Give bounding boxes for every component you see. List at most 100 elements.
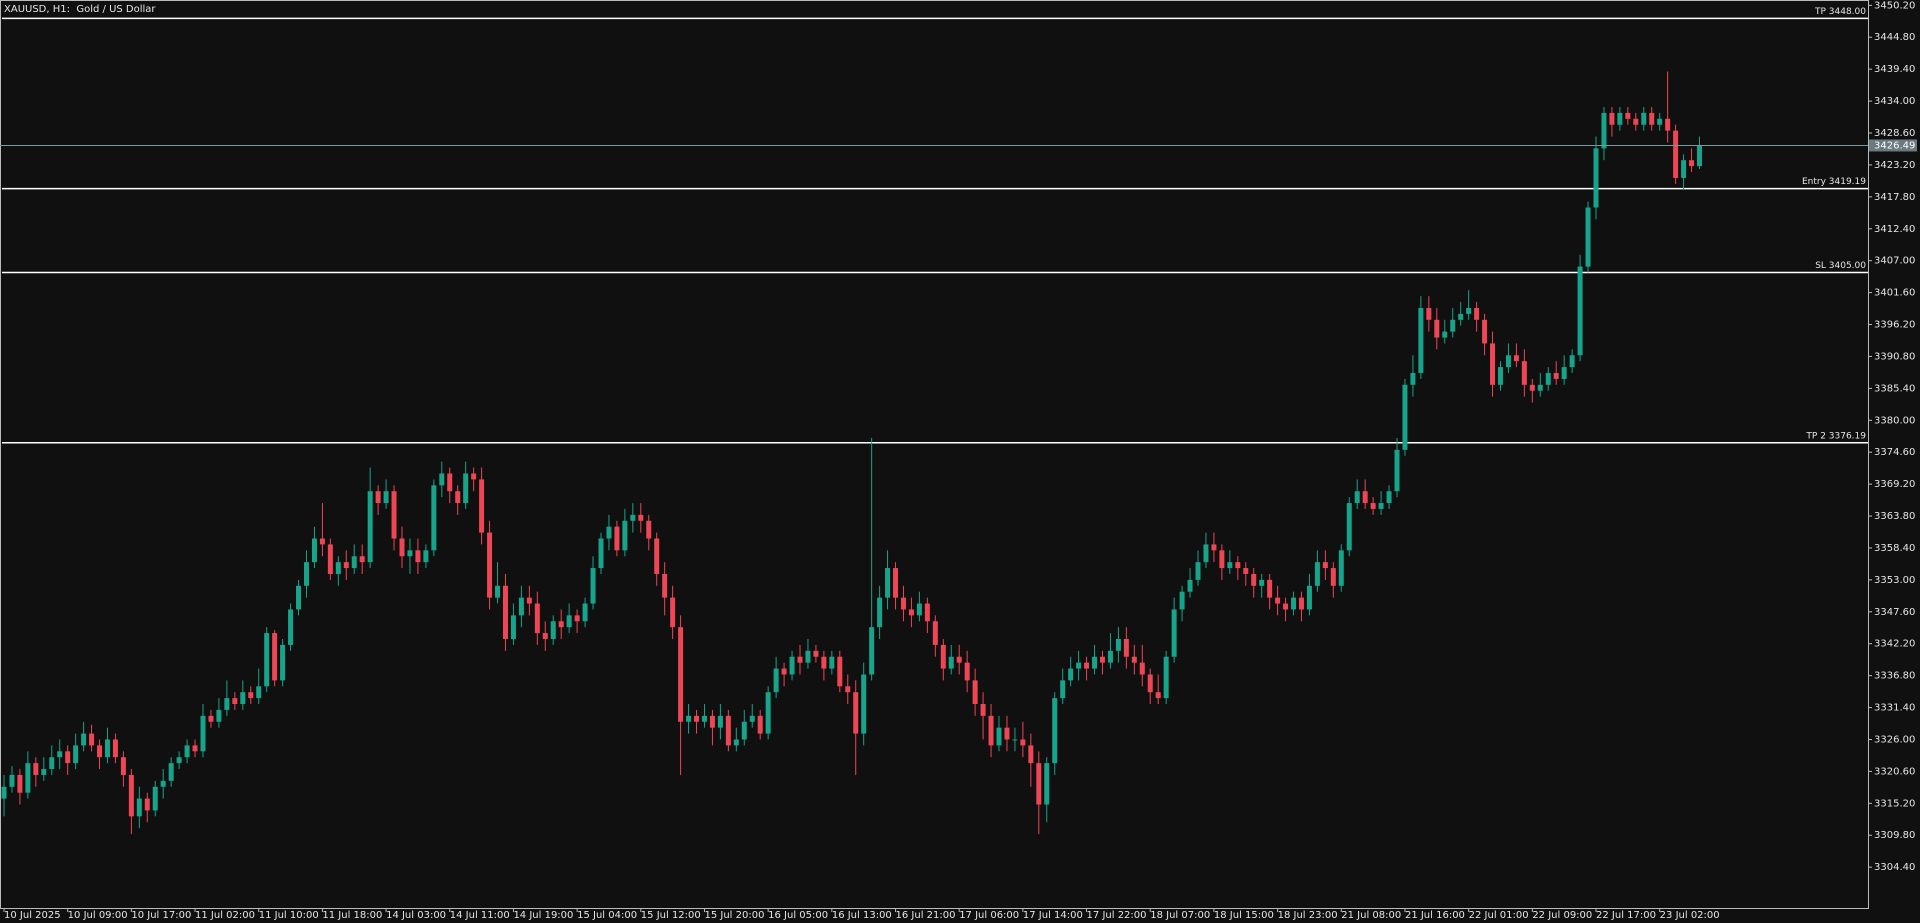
candle-body: [1577, 266, 1583, 356]
level-label: TP 3448.00: [1814, 7, 1866, 17]
x-tick-label: 22 Jul 09:00: [1532, 910, 1592, 921]
candle-body: [701, 715, 707, 722]
candle-body: [1529, 384, 1535, 391]
candle-body: [1131, 656, 1137, 663]
y-tick-label: 3320.60: [1874, 766, 1915, 777]
candle-body: [1012, 739, 1018, 741]
candle-body: [1227, 562, 1233, 569]
candle-body: [813, 650, 819, 657]
candle-body: [1585, 207, 1591, 267]
candle-body: [383, 491, 389, 504]
candle-body: [415, 550, 421, 563]
candle-body: [248, 692, 254, 699]
candle-body: [638, 514, 644, 521]
x-tick-label: 10 Jul 09:00: [68, 910, 128, 921]
candle-body: [606, 526, 612, 539]
candle-body: [996, 727, 1002, 746]
candle-body: [1681, 160, 1687, 178]
chart-title: XAUUSD, H1: Gold / US Dollar: [4, 4, 156, 15]
candle-body: [375, 491, 381, 504]
candle-body: [1458, 313, 1464, 320]
candle-body: [1322, 562, 1328, 569]
candle-body: [1346, 503, 1352, 551]
x-tick-label: 22 Jul 17:00: [1596, 910, 1656, 921]
candle-body: [861, 674, 867, 734]
candle-body: [479, 479, 485, 533]
candle-body: [574, 615, 580, 622]
plot-frame: [0, 0, 1869, 909]
candle-body: [845, 686, 851, 693]
x-tick-label: 10 Jul 2025: [4, 910, 61, 921]
candle-body: [1036, 763, 1042, 805]
candle-body: [319, 538, 325, 545]
x-tick-label: 15 Jul 12:00: [641, 910, 701, 921]
candle-body: [900, 597, 906, 610]
level-label: TP 2 3376.19: [1805, 431, 1866, 441]
candle-body: [940, 644, 946, 669]
y-tick-label: 3412.40: [1874, 224, 1915, 235]
candle-body: [423, 550, 429, 563]
candle-body: [1052, 698, 1058, 764]
candle-body: [1378, 503, 1384, 509]
candle-body: [765, 692, 771, 734]
candle-body: [924, 603, 930, 622]
candle-body: [1306, 585, 1312, 610]
x-tick-label: 14 Jul 03:00: [386, 910, 446, 921]
candle-body: [932, 621, 938, 645]
y-tick-label: 3363.80: [1874, 511, 1915, 522]
candle-body: [208, 715, 214, 722]
y-tick-label: 3358.40: [1874, 543, 1915, 554]
candle-body: [1267, 579, 1273, 598]
candle-body: [1243, 568, 1249, 574]
candle-body: [136, 798, 142, 817]
candle-body: [1609, 112, 1615, 125]
candle-body: [65, 751, 71, 764]
candle-body: [1076, 662, 1082, 669]
candle-body: [112, 739, 118, 758]
y-tick-label: 3369.20: [1874, 479, 1915, 490]
candle-body: [662, 573, 668, 598]
candle-body: [1060, 680, 1066, 699]
current-price-label: 3426.49: [1874, 140, 1915, 151]
x-tick-label: 17 Jul 06:00: [959, 910, 1019, 921]
candle-body: [1466, 307, 1472, 314]
candle-body: [1338, 550, 1344, 586]
candle-body: [526, 597, 532, 604]
y-tick-label: 3331.40: [1874, 703, 1915, 714]
candle-body: [717, 715, 723, 728]
candle-body: [1521, 361, 1527, 385]
candle-body: [407, 550, 413, 557]
candle-body: [1505, 355, 1511, 368]
candle-body: [988, 715, 994, 746]
candle-body: [431, 485, 437, 551]
candle-body: [964, 662, 970, 681]
candle-body: [1513, 355, 1519, 362]
candle-body: [439, 473, 445, 486]
y-tick-label: 3304.40: [1874, 862, 1915, 873]
candle-body: [1442, 331, 1448, 338]
candle-body: [1291, 597, 1297, 610]
x-tick-label: 11 Jul 18:00: [322, 910, 382, 921]
candle-body: [908, 609, 914, 616]
candle-body: [1561, 367, 1567, 379]
x-tick-label: 22 Jul 01:00: [1469, 910, 1529, 921]
candle-body: [399, 538, 405, 557]
y-tick-label: 3450.20: [1874, 0, 1915, 11]
candle-body: [1649, 112, 1655, 125]
current-price-box: [1869, 139, 1917, 152]
candle-body: [296, 585, 302, 610]
y-tick-label: 3342.20: [1874, 639, 1915, 650]
candle-body: [1084, 662, 1090, 669]
candle-body: [152, 786, 158, 811]
candle-body: [487, 532, 493, 598]
x-tick-label: 14 Jul 11:00: [450, 910, 510, 921]
candle-body: [1155, 692, 1161, 699]
candle-body: [781, 668, 787, 675]
candle-body: [1426, 307, 1432, 320]
candle-body: [128, 774, 134, 817]
candle-body: [948, 656, 954, 669]
candle-body: [837, 656, 843, 687]
candle-body: [1633, 118, 1639, 125]
